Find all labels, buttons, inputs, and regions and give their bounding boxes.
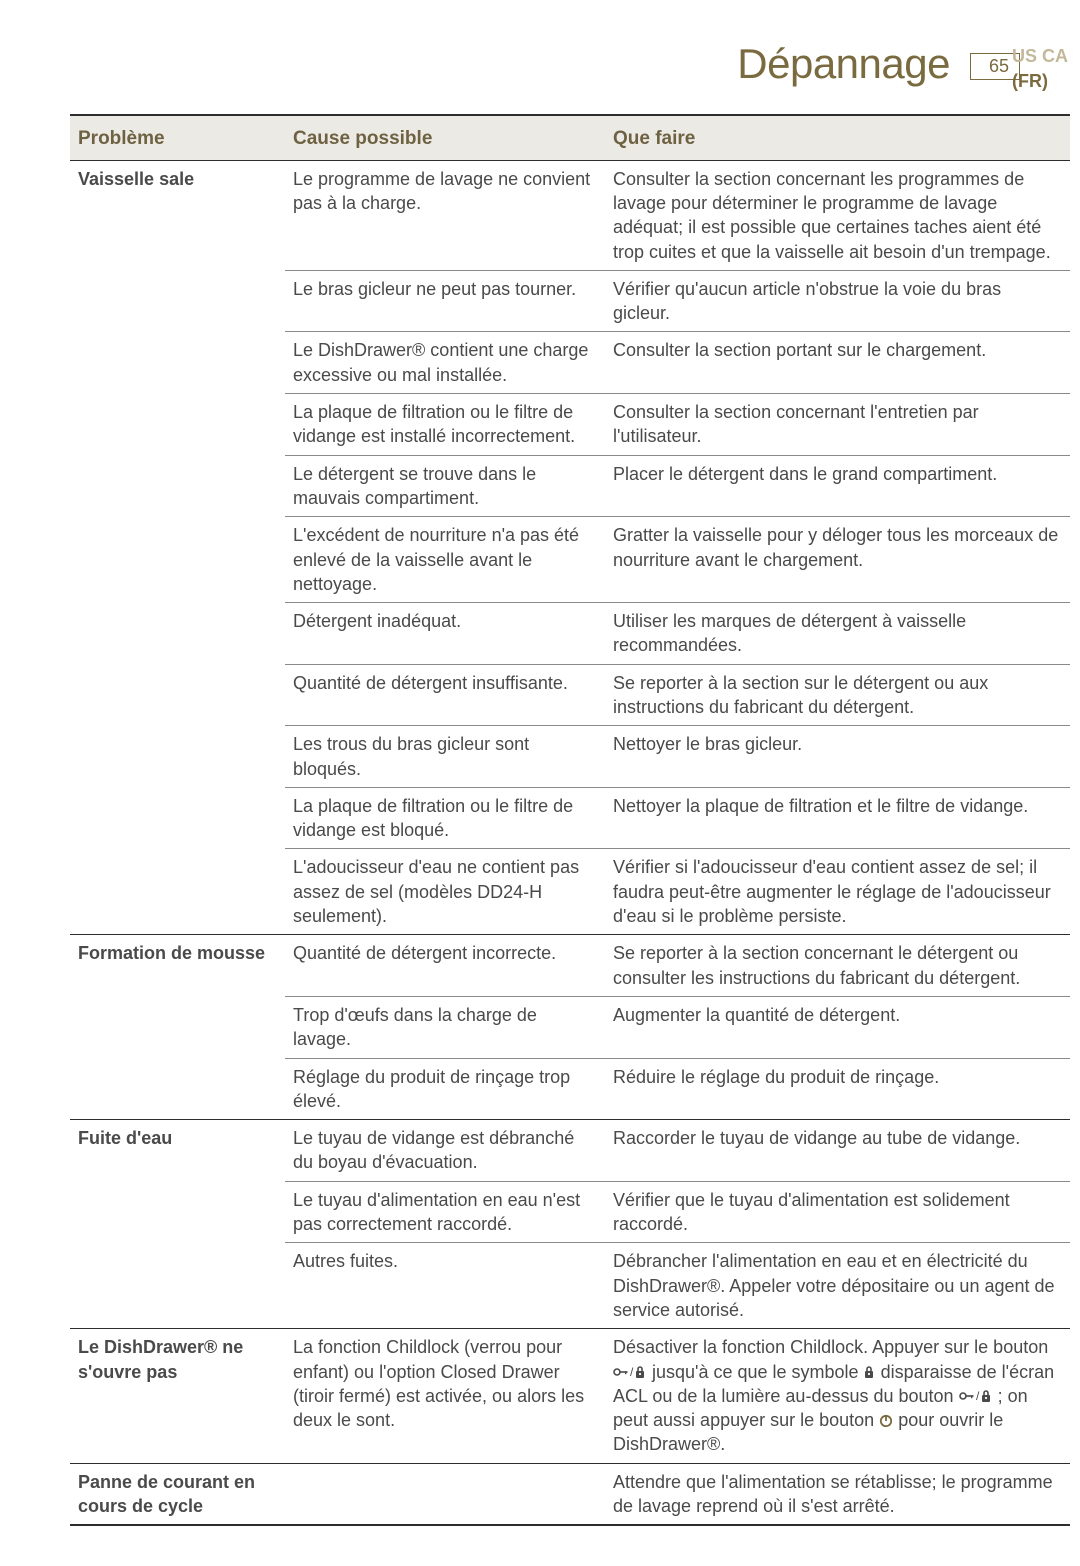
cause-cell: Les trous du bras gicleur sont bloqués. [285,726,605,787]
action-cell: Débrancher l'alimentation en eau et en é… [605,1243,1070,1328]
cause-cell: Le tuyau de vidange est débranché du boy… [285,1120,605,1181]
action-cell: Consulter la section portant sur le char… [605,332,1070,393]
cause-cell: Le tuyau d'alimentation en eau n'est pas… [285,1181,605,1242]
document-page: Dépannage 65 US CA (FR) Problème Cause p… [0,0,1080,1566]
key-lock-icon [959,1390,993,1404]
action-cell: Vérifier si l'adoucisseur d'eau contient… [605,849,1070,934]
problem-cell: Vaisselle sale [70,160,285,934]
action-cell: Utiliser les marques de détergent à vais… [605,603,1070,664]
cause-cell [285,1463,605,1524]
action-cell: Consulter la section concernant les prog… [605,160,1070,270]
cause-cell: La fonction Childlock (verrou pour enfan… [285,1329,605,1463]
cause-cell: Réglage du produit de rinçage trop élevé… [285,1058,605,1119]
region-tags: US CA (FR) [1012,44,1068,94]
problem-cell: Fuite d'eau [70,1120,285,1329]
action-cell: Se reporter à la section concernant le d… [605,935,1070,996]
cause-cell: La plaque de filtration ou le filtre de … [285,787,605,848]
action-cell: Nettoyer le bras gicleur. [605,726,1070,787]
cause-cell: L'adoucisseur d'eau ne contient pas asse… [285,849,605,934]
power-icon [879,1414,893,1428]
action-cell: Réduire le réglage du produit de rinçage… [605,1058,1070,1119]
table-body: Vaisselle saleLe programme de lavage ne … [70,160,1070,1525]
region-tag-fr: (FR) [1012,69,1068,94]
troubleshooting-table: Problème Cause possible Que faire Vaisse… [70,114,1070,1526]
action-cell: Gratter la vaisselle pour y déloger tous… [605,517,1070,602]
table-header: Problème Cause possible Que faire [70,115,1070,160]
cause-cell: La plaque de filtration ou le filtre de … [285,394,605,455]
cause-cell: Détergent inadéquat. [285,603,605,664]
table-row: Fuite d'eauLe tuyau de vidange est débra… [70,1120,1070,1181]
action-cell: Vérifier qu'aucun article n'obstrue la v… [605,270,1070,331]
section-separator [70,1524,1070,1525]
cause-cell: L'excédent de nourriture n'a pas été enl… [285,517,605,602]
cause-cell: Quantité de détergent incorrecte. [285,935,605,996]
col-header-problem: Problème [70,115,285,160]
cause-cell: Le détergent se trouve dans le mauvais c… [285,455,605,516]
cause-cell: Le programme de lavage ne convient pas à… [285,160,605,270]
col-header-action: Que faire [605,115,1070,160]
col-header-cause: Cause possible [285,115,605,160]
table-row: Formation de mousseQuantité de détergent… [70,935,1070,996]
page-title: Dépannage [737,40,950,88]
table-row: Panne de courant en cours de cycle Attend… [70,1463,1070,1524]
action-cell: Désactiver la fonction Childlock. Appuye… [605,1329,1070,1463]
table-row: Vaisselle saleLe programme de lavage ne … [70,160,1070,270]
lock-icon [864,1366,876,1380]
problem-cell: Le DishDrawer® ne s'ouvre pas [70,1329,285,1463]
action-cell: Nettoyer la plaque de filtration et le f… [605,787,1070,848]
key-lock-icon [613,1366,647,1380]
action-cell: Vérifier que le tuyau d'alimentation est… [605,1181,1070,1242]
action-cell: Attendre que l'alimentation se rétabliss… [605,1463,1070,1524]
problem-cell: Panne de courant en cours de cycle [70,1463,285,1524]
table-row: Le DishDrawer® ne s'ouvre pasLa fonction… [70,1329,1070,1463]
problem-cell: Formation de mousse [70,935,285,1119]
cause-cell: Quantité de détergent insuffisante. [285,664,605,725]
cause-cell: Autres fuites. [285,1243,605,1328]
page-header: Dépannage 65 [0,40,1080,88]
cause-cell: Trop d'œufs dans la charge de lavage. [285,996,605,1057]
action-cell: Placer le détergent dans le grand compar… [605,455,1070,516]
action-cell: Augmenter la quantité de détergent. [605,996,1070,1057]
region-tag-usca: US CA [1012,44,1068,69]
action-cell: Se reporter à la section sur le détergen… [605,664,1070,725]
cause-cell: Le bras gicleur ne peut pas tourner. [285,270,605,331]
action-cell: Consulter la section concernant l'entret… [605,394,1070,455]
cause-cell: Le DishDrawer® contient une charge exces… [285,332,605,393]
action-cell: Raccorder le tuyau de vidange au tube de… [605,1120,1070,1181]
